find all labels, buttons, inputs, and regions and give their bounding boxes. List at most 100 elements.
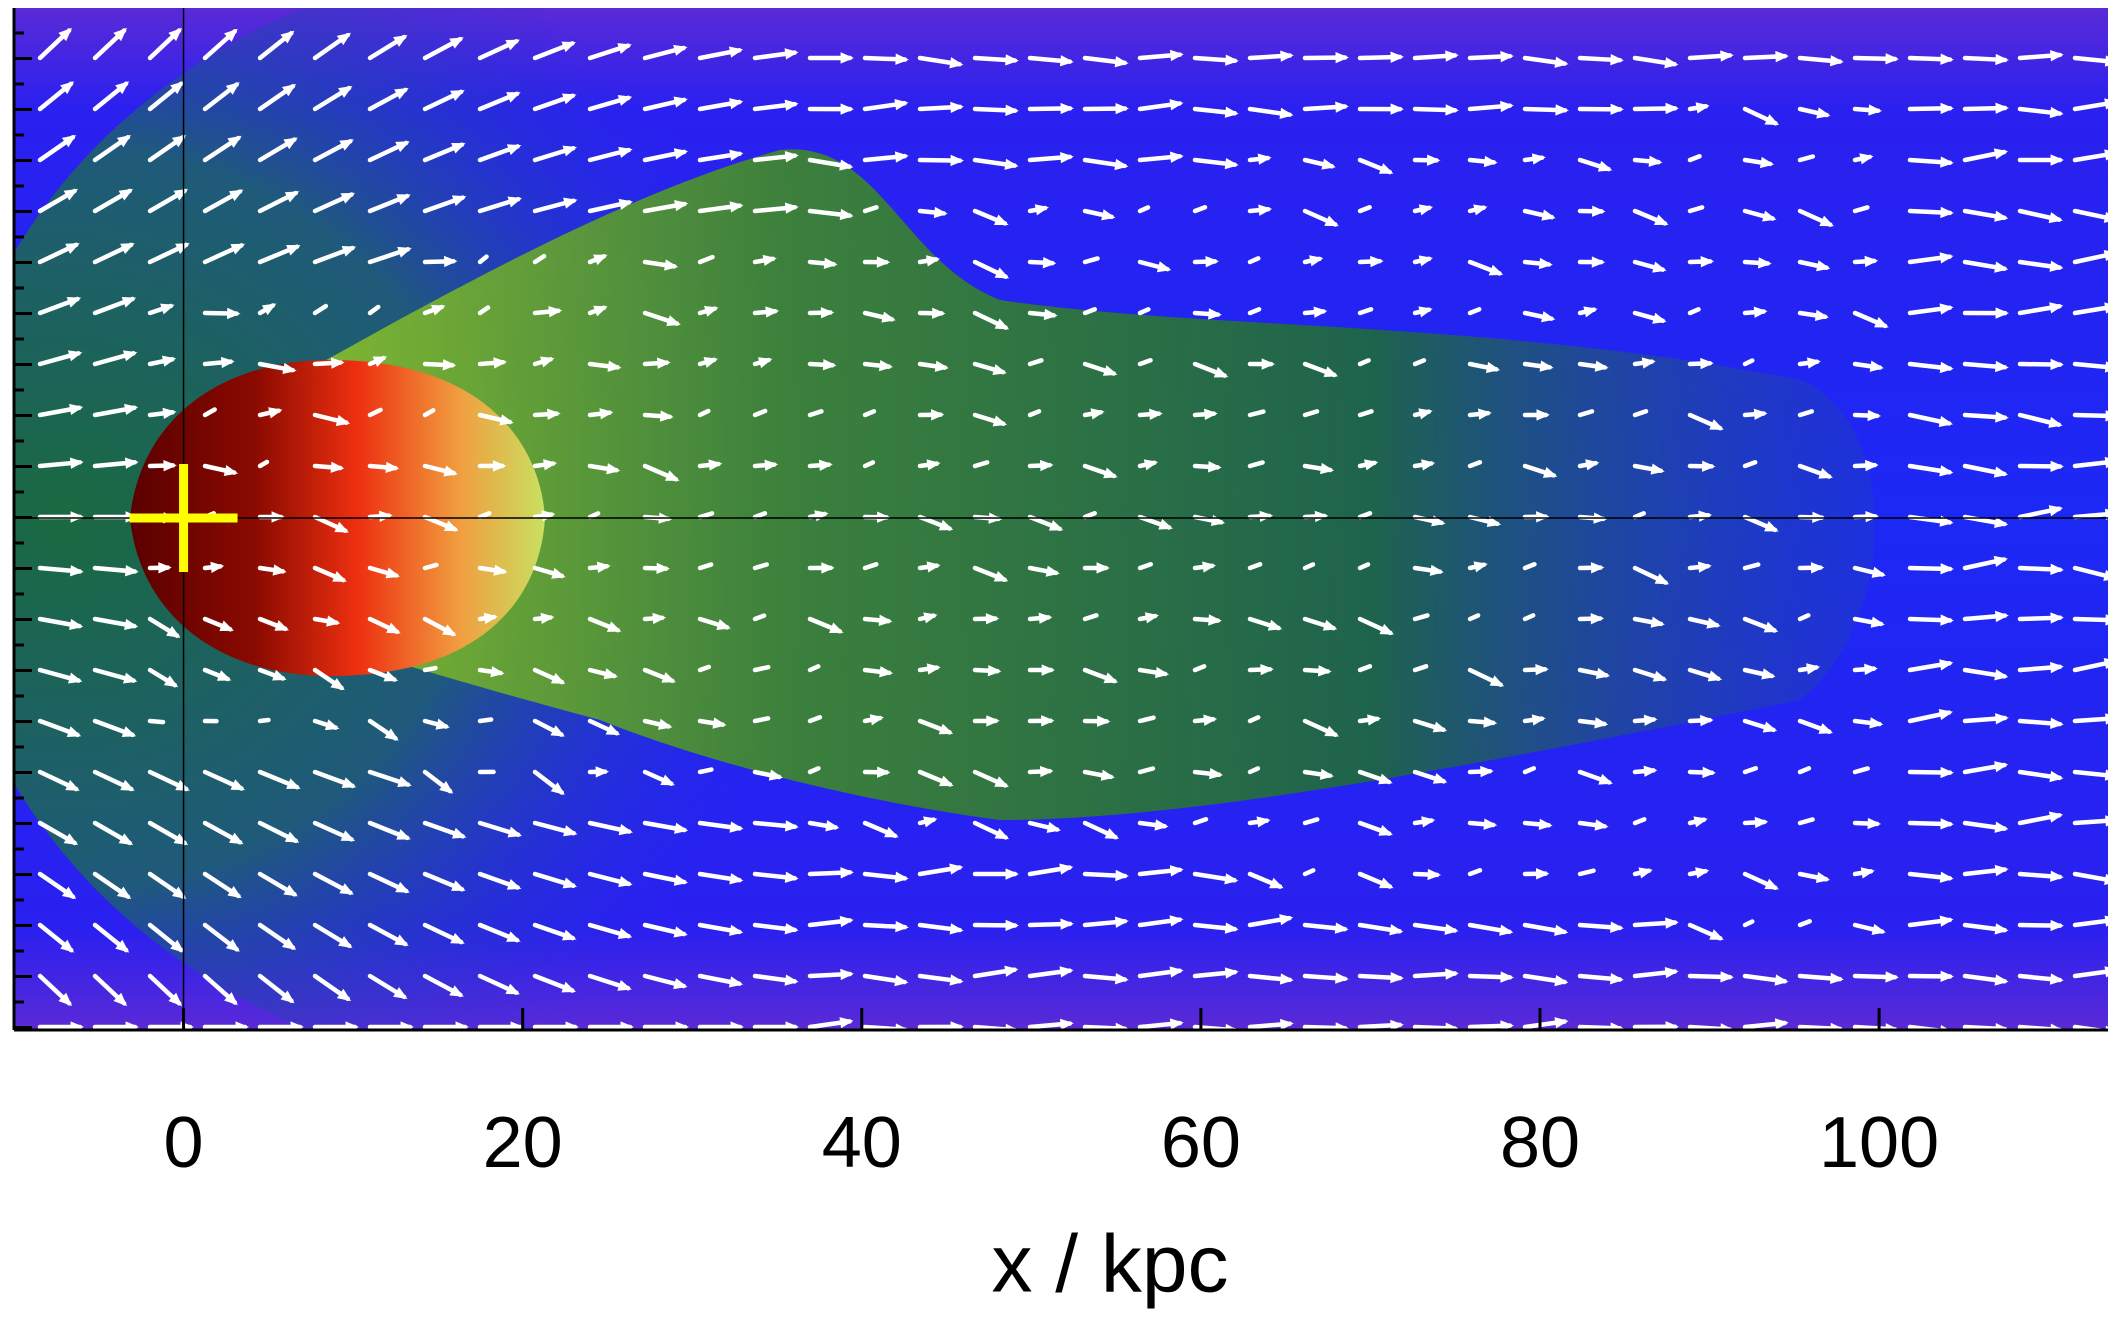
arrow-head [431,304,446,316]
arrow-head [1320,462,1335,475]
arrow-head [124,457,139,469]
arrow-head [1096,562,1110,574]
arrow-head [224,992,238,1006]
arrow-head [439,780,454,794]
arrow-head [1224,157,1239,170]
arrow-head [1279,973,1294,985]
arrow-head [1144,612,1160,624]
arrow-head [993,570,1009,582]
arrow-head [673,44,688,56]
arrow-shaft [1797,409,1815,418]
arrow-head [272,564,287,576]
arrow-shaft [1302,868,1316,877]
arrow-head [227,307,241,320]
arrow-head [1758,257,1772,269]
arrow-head [58,27,73,42]
arrow-head [1034,204,1050,216]
arrow-head [282,362,297,375]
arrow-head [1815,871,1831,883]
arrow-head [1720,971,1734,983]
arrow-head [839,915,854,928]
arrow-head [510,1021,524,1030]
arrow-head [1753,306,1768,318]
arrow-head [125,1021,139,1030]
arrow-head [372,356,388,368]
arrow-head [1695,867,1710,879]
arrow-head [1871,566,1886,578]
arrow-head [1314,510,1329,523]
arrow-shaft [2072,55,2108,64]
arrow-head [70,511,84,523]
arrow-head [341,777,357,788]
arrow-head [1101,209,1116,221]
arrow-head [69,457,84,469]
arrow-head [1702,766,1717,779]
arrow-head [1060,918,1074,930]
arrow-head [1814,309,1829,321]
arrow-head [1004,158,1019,170]
arrow-head [2049,106,2064,119]
arrow-shaft [1797,766,1812,775]
arrow-head [925,255,941,267]
arrow-head [1709,419,1724,430]
arrow-head [1994,923,2009,935]
arrow-shaft [1082,613,1099,622]
arrow-head [65,243,80,255]
arrow-head [1535,663,1549,676]
arrow-head [455,1021,469,1030]
arrow-head [175,779,190,791]
arrow-head [2050,919,2064,932]
arrow-head [1885,53,1899,65]
arrow-head [1421,816,1436,828]
arrow-shaft [2072,511,2108,520]
arrow-head [1005,1023,1019,1030]
arrow-shaft [1742,562,1761,571]
arrow-head [1115,869,1129,882]
arrow-head [1774,1018,1789,1030]
arrow-head [729,98,744,110]
arrow-head [1224,922,1239,934]
arrow-head [926,663,941,675]
arrow-head [1115,102,1129,115]
arrow-shaft [1632,817,1647,826]
arrow-shaft [1687,307,1701,316]
arrow-head [339,883,354,895]
arrow-head [1158,518,1173,530]
arrow-head [1335,101,1349,113]
arrow-head [1535,868,1550,880]
arrow-head [703,357,719,368]
arrow-head [840,867,854,879]
arrow-head [435,718,450,730]
arrow-head [563,197,578,209]
arrow-shaft [1302,817,1320,826]
arrow-head [1993,555,2008,567]
arrow-head [170,81,185,95]
arrow-shaft [752,408,768,418]
arrow-head [1700,714,1714,727]
arrow-head [1865,459,1879,472]
arrow-head [1818,468,1833,479]
arrow-head [1994,669,2009,681]
arrow-head [450,90,465,101]
arrow-head [599,408,614,420]
arrow-head [1421,459,1436,471]
arrow-head [1610,103,1624,115]
arrow-head [1531,153,1546,165]
arrow-head [283,137,298,150]
arrow-head [442,359,457,371]
arrow-head [338,85,353,98]
arrow-head [1995,411,2009,423]
arrow-head [2050,563,2064,576]
arrow-head [1664,966,1679,979]
arrow-head [618,876,633,888]
arrow-head [869,714,884,726]
arrow-head [839,1017,854,1029]
arrow-head [505,983,520,995]
arrow-head [938,519,954,531]
arrow-head [933,206,948,219]
arrow-head [820,307,835,319]
arrow-head [1257,153,1272,165]
arrow-shaft [807,664,821,673]
arrow-head [1324,215,1339,227]
arrow-head [607,360,622,372]
